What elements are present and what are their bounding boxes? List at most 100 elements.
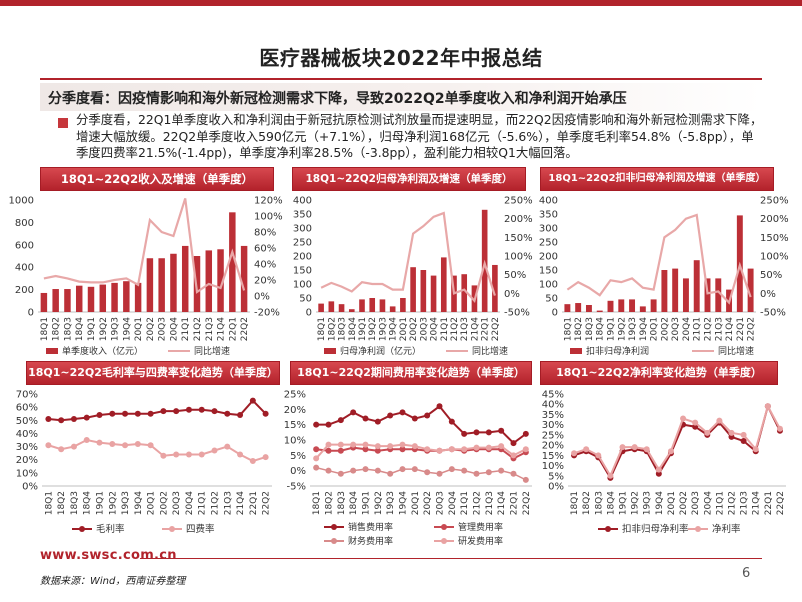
chart-title-revenue: 18Q1~22Q2收入及增速（单季度） bbox=[40, 167, 274, 191]
x-tick-label: 21Q4 bbox=[725, 317, 735, 342]
series-point bbox=[607, 472, 614, 479]
x-tick-label: 21Q2 bbox=[193, 317, 203, 341]
x-tick-label: 20Q1 bbox=[399, 317, 409, 341]
series-point bbox=[461, 446, 468, 453]
x-tick-label: 21Q4 bbox=[236, 491, 246, 516]
y-tick-label: 300 bbox=[293, 224, 312, 235]
x-tick-label: 18Q2 bbox=[582, 491, 592, 515]
y-tick-label: 15% bbox=[284, 420, 306, 431]
series-point bbox=[325, 447, 332, 454]
series-point bbox=[325, 467, 332, 474]
x-tick-label: 18Q3 bbox=[585, 317, 595, 341]
series-point bbox=[173, 451, 180, 458]
growth-line bbox=[320, 211, 496, 304]
series-point bbox=[96, 439, 103, 446]
y-tick-label: 30% bbox=[16, 442, 38, 453]
x-tick-label: 21Q4 bbox=[497, 491, 507, 516]
x-tick-label: 22Q2 bbox=[522, 491, 532, 515]
y-tick-label: 10% bbox=[284, 436, 306, 447]
bar bbox=[564, 304, 571, 312]
x-tick-label: 18Q1 bbox=[312, 491, 322, 515]
series-point bbox=[424, 412, 431, 419]
chart-title-net-margin: 18Q1~22Q2净利率变化趋势（单季度） bbox=[540, 361, 778, 385]
y-right-tick-label: 0% bbox=[760, 289, 776, 300]
y-tick-label: 250 bbox=[293, 238, 312, 249]
series-point bbox=[522, 446, 529, 453]
series-point bbox=[337, 470, 344, 477]
series-point bbox=[448, 446, 455, 453]
chart-title-margin: 18Q1~22Q2毛利率与四费率变化趋势（单季度） bbox=[26, 361, 280, 385]
series-point bbox=[704, 429, 711, 436]
x-tick-label: 19Q4 bbox=[389, 317, 399, 342]
series-point bbox=[374, 443, 381, 450]
series-point bbox=[70, 443, 77, 450]
x-tick-label: 20Q1 bbox=[667, 491, 677, 515]
y-tick-label: 0% bbox=[290, 466, 306, 477]
legend-swatch-point bbox=[79, 526, 85, 532]
series-point bbox=[387, 443, 394, 450]
bar bbox=[379, 299, 386, 312]
bar bbox=[492, 264, 498, 312]
legend-label: 扣非归母净利率 bbox=[622, 523, 689, 535]
x-tick-label: 20Q2 bbox=[159, 491, 169, 515]
y-right-tick-label: 20% bbox=[254, 276, 276, 287]
bar bbox=[607, 300, 614, 312]
series-point bbox=[399, 441, 406, 448]
series-point bbox=[224, 443, 231, 450]
legend-label: 财务费用率 bbox=[348, 535, 393, 547]
x-tick-label: 18Q3 bbox=[337, 491, 347, 515]
series-point bbox=[667, 448, 674, 455]
x-tick-label: 21Q1 bbox=[693, 317, 703, 341]
y-tick-label: 15% bbox=[542, 451, 564, 462]
x-tick-label: 18Q4 bbox=[349, 491, 359, 516]
series-point bbox=[325, 441, 332, 448]
bar bbox=[461, 274, 468, 312]
y-right-tick-label: 250% bbox=[760, 196, 789, 207]
x-tick-label: 21Q2 bbox=[211, 491, 221, 515]
x-tick-label: 20Q2 bbox=[679, 491, 689, 515]
x-tick-label: 21Q4 bbox=[752, 491, 762, 516]
x-tick-label: 20Q4 bbox=[448, 491, 458, 516]
y-right-tick-label: 200% bbox=[504, 214, 533, 225]
y-right-tick-label: 60% bbox=[254, 244, 276, 255]
page-subtitle: 分季度看：因疫情影响和海外新冠检测需求下降，导致2022Q2单季度收入和净利润开… bbox=[48, 91, 627, 107]
x-tick-label: 20Q1 bbox=[134, 317, 144, 341]
y-tick-label: 45% bbox=[542, 390, 564, 401]
series-point bbox=[374, 447, 381, 454]
title-divider bbox=[40, 78, 762, 80]
series-point bbox=[411, 466, 418, 473]
series-point bbox=[198, 406, 205, 413]
x-tick-label: 22Q2 bbox=[491, 317, 501, 341]
bar bbox=[440, 257, 447, 312]
series-point bbox=[485, 429, 492, 436]
series-point bbox=[173, 408, 180, 415]
x-tick-label: 18Q3 bbox=[594, 491, 604, 515]
series-point bbox=[473, 470, 480, 477]
series-point bbox=[313, 455, 320, 462]
series-line bbox=[573, 403, 781, 478]
footer-source: 数据来源：Wind，西南证券整理 bbox=[40, 576, 186, 587]
series-point bbox=[424, 446, 431, 453]
x-tick-label: 21Q2 bbox=[473, 491, 483, 515]
legend-swatch-bar bbox=[46, 348, 58, 354]
series-point bbox=[185, 451, 192, 458]
bar bbox=[64, 289, 71, 312]
y-right-tick-label: 80% bbox=[254, 228, 276, 239]
y-right-tick-label: 100% bbox=[504, 252, 533, 263]
series-point bbox=[473, 429, 480, 436]
x-tick-label: 22Q2 bbox=[262, 491, 272, 515]
y-tick-label: 60% bbox=[16, 403, 38, 414]
bar bbox=[618, 299, 625, 312]
x-tick-label: 22Q1 bbox=[228, 317, 238, 341]
y-right-tick-label: 150% bbox=[504, 233, 533, 244]
y-tick-label: 40% bbox=[16, 429, 38, 440]
x-tick-label: 19Q1 bbox=[619, 491, 629, 515]
series-point bbox=[147, 442, 154, 449]
x-tick-label: 20Q4 bbox=[430, 317, 440, 342]
bar bbox=[99, 284, 107, 312]
bar bbox=[410, 267, 416, 312]
x-tick-label: 21Q1 bbox=[460, 491, 470, 515]
x-tick-label: 19Q1 bbox=[87, 317, 97, 341]
series-point bbox=[387, 470, 394, 477]
y-tick-label: 35% bbox=[542, 410, 564, 421]
